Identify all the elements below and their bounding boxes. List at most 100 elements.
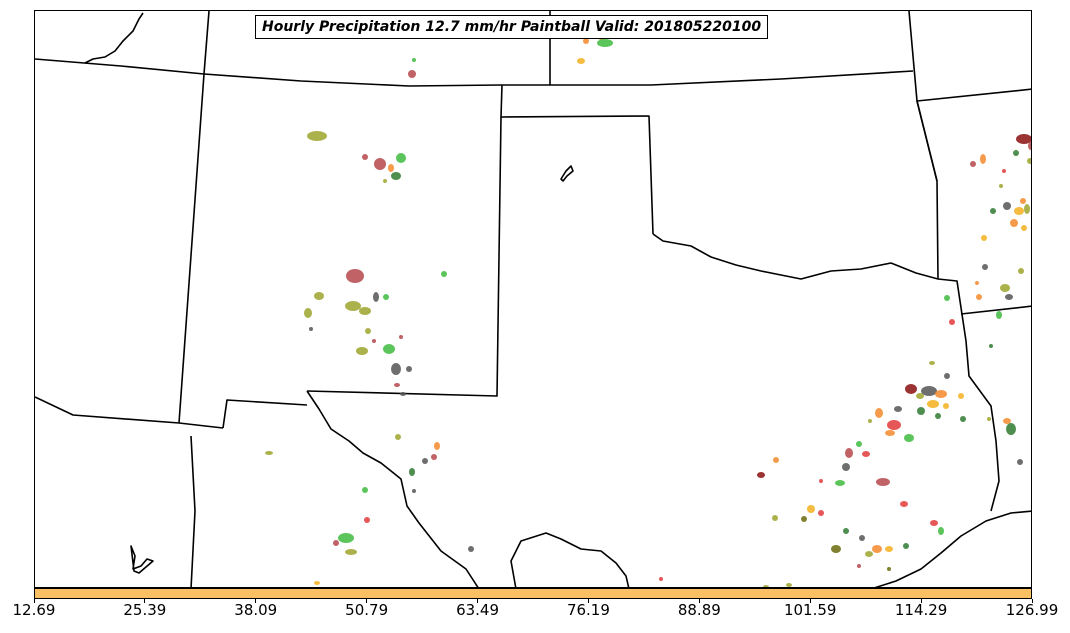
precip-blob [388,164,394,172]
colorbar-tick-label: 126.99 [1005,601,1059,619]
precip-blob [394,383,400,387]
precip-blobs [265,28,1032,587]
precip-blob [876,478,890,486]
precip-blob [391,172,401,180]
precip-blob [960,416,966,422]
precip-blob [412,489,416,493]
coastline-gulf [874,510,1031,587]
precip-blob [307,131,327,141]
border-nm-tx [306,116,502,397]
precip-blob [1031,364,1032,368]
precip-blob [406,366,412,372]
precip-blob [757,472,765,478]
precip-blob [856,441,862,447]
precip-blob [1006,423,1016,435]
precip-blob [383,294,389,300]
precip-blob [372,339,376,343]
precip-blob [930,520,938,526]
colorbar [34,588,1032,599]
border-az-mx [190,435,196,587]
precip-blob [862,451,870,457]
precip-blob [885,430,895,436]
precip-blob [990,208,996,214]
colorbar-tick-label: 114.29 [894,601,948,619]
precip-blob [845,448,853,458]
colorbar-tick-label: 101.59 [783,601,837,619]
lake-az [130,545,154,574]
precip-blob [1003,202,1011,210]
colorbar-tick-mark [144,599,146,603]
border-mn-ia [908,11,1031,102]
precip-blob [887,420,901,430]
precip-blob [875,408,883,418]
precip-blob [409,468,415,476]
precip-blob [894,406,902,412]
colorbar-tick-label: 38.09 [234,601,278,619]
precip-blob [801,516,807,522]
precip-blob [431,454,437,460]
precip-blob [944,373,950,379]
precip-blob [996,311,1002,319]
precip-blob [872,545,882,553]
precip-blob [927,400,939,408]
precip-blob [989,344,993,348]
map-title: Hourly Precipitation 12.7 mm/hr Paintbal… [255,15,769,39]
precip-blob [987,417,991,421]
precip-blob [265,451,273,455]
precip-blob [887,567,891,571]
precip-blob [885,546,893,552]
precip-blob [356,347,368,355]
precip-blob [1013,150,1019,156]
colorbar-tick-mark [920,599,922,603]
precip-blob [916,393,924,399]
precip-blob [1002,169,1006,173]
colorbar-tick-mark [477,599,479,603]
precip-blob [362,487,368,493]
precip-blob [1028,142,1031,150]
border-ks-mo [916,100,938,182]
colorbar-tick-mark [698,599,700,603]
precip-blob [583,38,589,44]
border-nm-az [35,396,180,424]
precip-blob [958,393,964,399]
precip-blob [819,479,823,483]
precip-blob [659,577,663,581]
colorbar-tick-label: 25.39 [123,601,167,619]
border-ok-ar [916,100,967,342]
precip-blob [921,386,937,396]
precip-blob [835,480,845,486]
border-nm-mx [222,399,308,429]
colorbar-tick-label: 12.69 [12,601,56,619]
precip-blob [422,458,428,464]
precip-blob [1020,198,1026,204]
precip-blob [763,585,769,587]
precip-blob [786,583,792,587]
state-borders [35,11,1031,587]
precip-blob [338,533,354,543]
precip-blob [1010,219,1018,227]
colorbar-tick-label: 88.89 [677,601,721,619]
precip-blob [383,344,395,354]
precip-blob [772,515,778,521]
precip-blob [1027,158,1031,164]
precip-blob [399,335,403,339]
precip-blob [441,271,447,277]
precip-blob [1021,225,1027,231]
precip-blob [981,235,987,241]
precip-blob [304,308,312,318]
precip-blob [577,58,585,64]
precip-blob [843,528,849,534]
precip-blob [597,39,613,47]
precip-blob [982,264,988,270]
border-red-river [652,233,939,280]
precip-blob [904,434,914,442]
precip-blob [314,581,320,585]
precip-blob [807,505,815,513]
precip-blob [374,158,386,170]
precip-blob [333,540,339,546]
border-wy-ne-sd [203,11,210,75]
precip-blob [314,292,324,300]
precip-blob [408,70,416,78]
colorbar-ticks: 12.69 25.39 38.09 50.79 63.49 76.19 88.89 101.5… [0,599,1070,633]
precip-blob [970,161,976,167]
